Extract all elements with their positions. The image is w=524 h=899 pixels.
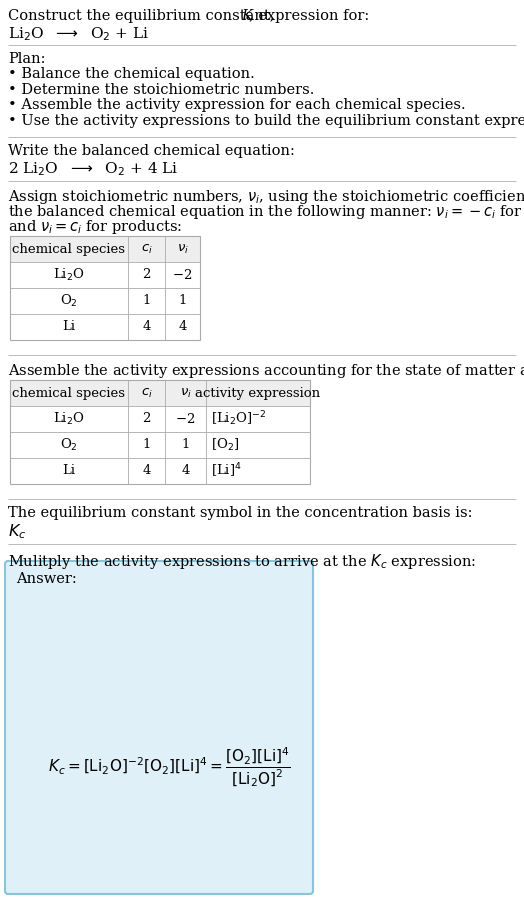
- Bar: [10, 236, 200, 340]
- Text: O$_2$: O$_2$: [60, 293, 78, 309]
- Text: • Assemble the activity expression for each chemical species.: • Assemble the activity expression for e…: [8, 98, 466, 112]
- Text: K: K: [241, 9, 252, 23]
- Text: chemical species: chemical species: [13, 243, 126, 255]
- Text: , expression for:: , expression for:: [249, 9, 369, 23]
- Text: 2: 2: [143, 413, 151, 425]
- Text: $K_c$: $K_c$: [8, 522, 26, 540]
- Text: [Li$_2$O]$^{-2}$: [Li$_2$O]$^{-2}$: [211, 410, 266, 428]
- Text: 2: 2: [143, 269, 151, 281]
- Bar: [10, 236, 200, 262]
- Text: Assemble the activity expressions accounting for the state of matter and $\nu_i$: Assemble the activity expressions accoun…: [8, 362, 524, 380]
- Text: 4: 4: [143, 321, 151, 334]
- FancyBboxPatch shape: [5, 561, 313, 894]
- Text: 2 Li$_2$O  $\longrightarrow$  O$_2$ + 4 Li: 2 Li$_2$O $\longrightarrow$ O$_2$ + 4 Li: [8, 160, 178, 178]
- Text: chemical species: chemical species: [13, 387, 126, 399]
- Text: Answer:: Answer:: [16, 572, 77, 586]
- Text: Construct the equilibrium constant,: Construct the equilibrium constant,: [8, 9, 279, 23]
- Text: [O$_2$]: [O$_2$]: [211, 437, 239, 453]
- Bar: [10, 380, 310, 406]
- Text: The equilibrium constant symbol in the concentration basis is:: The equilibrium constant symbol in the c…: [8, 506, 473, 520]
- Text: and $\nu_i = c_i$ for products:: and $\nu_i = c_i$ for products:: [8, 218, 182, 236]
- Text: 1: 1: [181, 439, 190, 451]
- Text: $\nu_i$: $\nu_i$: [180, 387, 191, 399]
- Text: • Balance the chemical equation.: • Balance the chemical equation.: [8, 67, 255, 81]
- Text: Plan:: Plan:: [8, 52, 46, 66]
- Text: [Li]$^4$: [Li]$^4$: [211, 462, 242, 480]
- Text: Li: Li: [62, 465, 75, 477]
- Text: $c_i$: $c_i$: [140, 243, 152, 255]
- Text: 1: 1: [143, 439, 151, 451]
- Text: • Use the activity expressions to build the equilibrium constant expression.: • Use the activity expressions to build …: [8, 113, 524, 128]
- Text: $-$2: $-$2: [172, 268, 193, 282]
- Text: 1: 1: [143, 295, 151, 307]
- Text: Li: Li: [62, 321, 75, 334]
- Text: activity expression: activity expression: [195, 387, 321, 399]
- Text: Mulitply the activity expressions to arrive at the $K_c$ expression:: Mulitply the activity expressions to arr…: [8, 552, 476, 571]
- Text: Li$_2$O: Li$_2$O: [53, 411, 85, 427]
- Text: $c_i$: $c_i$: [140, 387, 152, 399]
- Text: Assign stoichiometric numbers, $\nu_i$, using the stoichiometric coefficients, $: Assign stoichiometric numbers, $\nu_i$, …: [8, 188, 524, 206]
- Text: 4: 4: [181, 465, 190, 477]
- Text: Li$_2$O  $\longrightarrow$  O$_2$ + Li: Li$_2$O $\longrightarrow$ O$_2$ + Li: [8, 25, 149, 42]
- Text: the balanced chemical equation in the following manner: $\nu_i = -c_i$ for react: the balanced chemical equation in the fo…: [8, 203, 524, 221]
- Text: $K_c = [\mathrm{Li_2O}]^{-2}[\mathrm{O_2}][\mathrm{Li}]^4 = \dfrac{[\mathrm{O_2}: $K_c = [\mathrm{Li_2O}]^{-2}[\mathrm{O_2…: [48, 745, 290, 788]
- Text: $\nu_i$: $\nu_i$: [177, 243, 189, 255]
- Text: • Determine the stoichiometric numbers.: • Determine the stoichiometric numbers.: [8, 83, 314, 96]
- Text: O$_2$: O$_2$: [60, 437, 78, 453]
- Text: 1: 1: [178, 295, 187, 307]
- Bar: [10, 380, 310, 484]
- Text: 4: 4: [178, 321, 187, 334]
- Text: $-$2: $-$2: [176, 412, 195, 426]
- Text: 4: 4: [143, 465, 151, 477]
- Text: Write the balanced chemical equation:: Write the balanced chemical equation:: [8, 144, 295, 158]
- Text: Li$_2$O: Li$_2$O: [53, 267, 85, 283]
